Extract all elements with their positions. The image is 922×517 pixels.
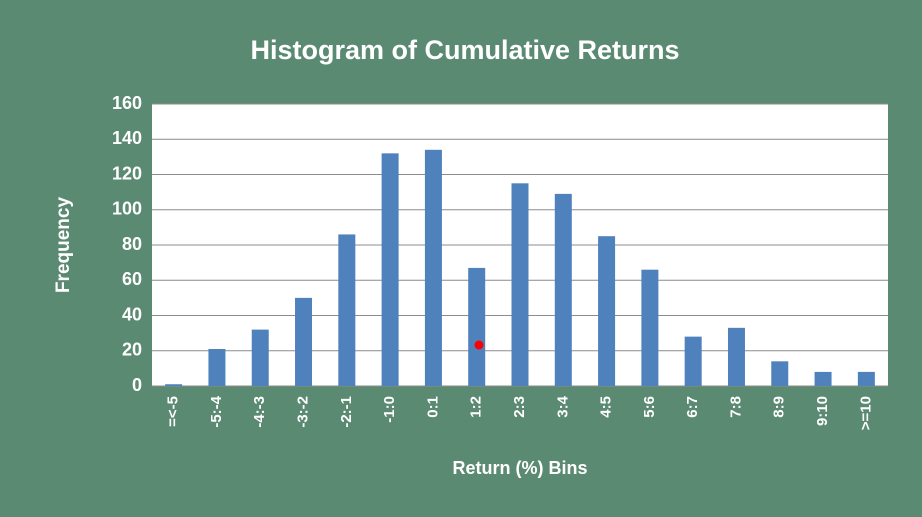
x-tick-label: =<-5 [165, 396, 182, 427]
x-tick-label: -4:-3 [251, 396, 268, 428]
x-axis-label: Return (%) Bins [453, 458, 588, 478]
bar [208, 348, 226, 386]
bar [338, 234, 356, 386]
y-tick-label: 140 [112, 128, 142, 148]
bar [295, 297, 313, 386]
x-tick-label: -5:-4 [208, 395, 225, 427]
y-tick-label: 80 [122, 234, 142, 254]
bar [771, 361, 789, 386]
y-tick-label: 20 [122, 340, 142, 360]
bar [684, 336, 702, 386]
x-tick-label: 7:8 [727, 396, 744, 418]
bar [251, 329, 269, 386]
bar [424, 149, 442, 386]
x-tick-label: -3:-2 [294, 396, 311, 428]
x-tick-label: 4:5 [598, 396, 615, 418]
bar [165, 384, 183, 386]
red-marker [474, 340, 484, 350]
x-tick-label: >=10 [857, 396, 874, 430]
bar [381, 153, 399, 386]
bar [554, 193, 572, 386]
bar [857, 371, 875, 386]
bar [727, 327, 745, 386]
bar [468, 267, 486, 386]
bar [641, 269, 659, 386]
x-tick-label: -1:0 [381, 396, 398, 423]
x-tick-label: 0:1 [424, 396, 441, 418]
x-tick-label: 3:4 [554, 395, 571, 417]
chart-title: Histogram of Cumulative Returns [250, 35, 679, 65]
y-axis-label: Frequency [53, 197, 74, 294]
x-tick-label: 1:2 [468, 396, 485, 418]
x-tick-label: -2:-1 [338, 396, 355, 428]
bar [511, 183, 529, 386]
x-tick-label: 5:6 [641, 396, 658, 418]
y-tick-label: 40 [122, 304, 142, 324]
y-tick-label: 100 [112, 199, 142, 219]
bar [814, 371, 832, 386]
x-tick-label: 9:10 [814, 396, 831, 426]
x-tick-label: 6:7 [684, 396, 701, 418]
x-tick-label: 2:3 [511, 396, 528, 418]
y-tick-label: 120 [112, 163, 142, 183]
y-tick-label: 0 [132, 375, 142, 395]
y-tick-label: 60 [122, 269, 142, 289]
bar [598, 236, 616, 386]
y-tick-label: 160 [112, 93, 142, 113]
x-tick-label: 8:9 [771, 396, 788, 418]
